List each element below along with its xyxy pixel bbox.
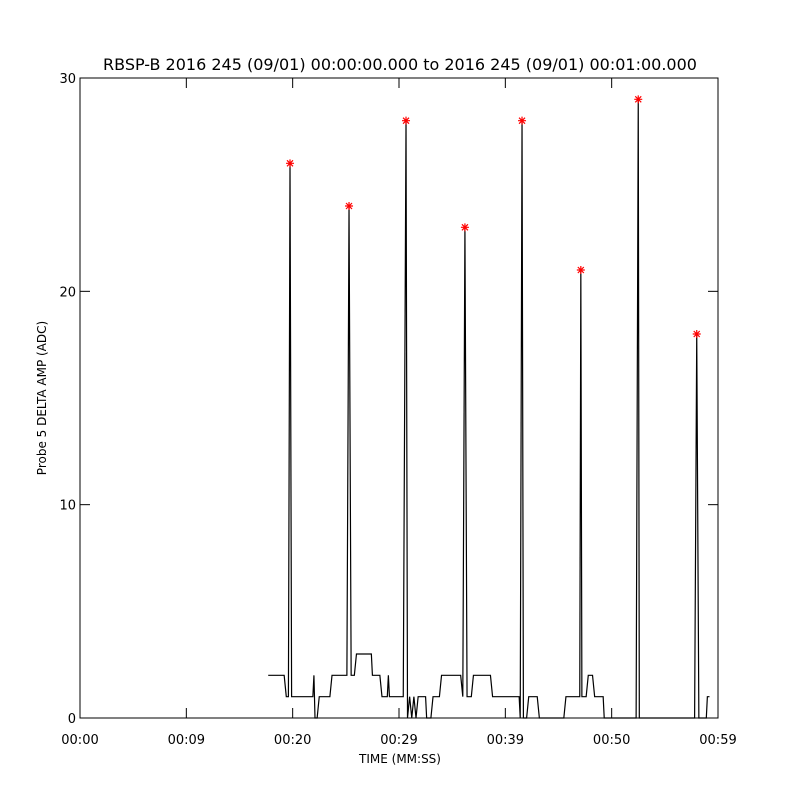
peak-marker bbox=[692, 330, 701, 338]
peak-marker bbox=[402, 116, 411, 125]
peak-marker bbox=[286, 159, 295, 168]
x-axis-label: TIME (MM:SS) bbox=[358, 752, 441, 766]
y-tick-label: 20 bbox=[59, 285, 76, 300]
x-tick-label: 00:20 bbox=[274, 733, 311, 748]
x-tick-label: 00:09 bbox=[168, 733, 205, 748]
y-tick-label: 30 bbox=[59, 72, 76, 87]
y-axis-label: Probe 5 DELTA AMP (ADC) bbox=[35, 321, 49, 475]
x-tick-label: 00:00 bbox=[61, 733, 98, 748]
x-tick-label: 00:29 bbox=[380, 733, 417, 748]
peak-marker bbox=[460, 223, 469, 232]
peak-marker bbox=[576, 266, 585, 274]
data-line bbox=[268, 99, 710, 719]
chart-title: RBSP-B 2016 245 (09/01) 00:00:00.000 to … bbox=[103, 55, 697, 74]
peak-marker bbox=[518, 116, 527, 125]
x-tick-label: 00:39 bbox=[487, 733, 524, 748]
y-tick-label: 0 bbox=[68, 712, 76, 727]
x-tick-label: 00:59 bbox=[699, 733, 736, 748]
peak-marker bbox=[634, 95, 643, 104]
y-tick-label: 10 bbox=[59, 499, 76, 514]
peak-marker bbox=[345, 202, 354, 210]
x-tick-label: 00:50 bbox=[593, 733, 630, 748]
